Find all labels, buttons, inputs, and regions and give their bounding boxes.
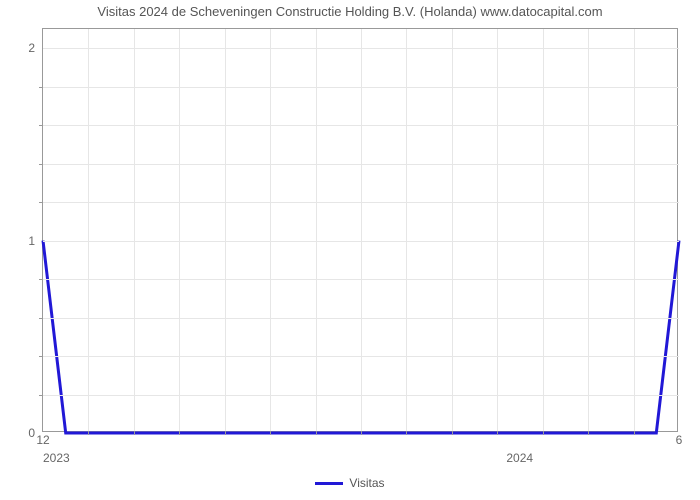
y-minor-tick xyxy=(39,125,43,126)
x-minor-tick xyxy=(406,431,407,435)
y-tick-label: 2 xyxy=(28,41,43,55)
gridline-v xyxy=(134,29,135,433)
legend: Visitas xyxy=(0,476,700,490)
x-minor-tick xyxy=(452,431,453,435)
x-minor-tick xyxy=(361,431,362,435)
y-minor-tick xyxy=(39,87,43,88)
chart-title: Visitas 2024 de Scheveningen Constructie… xyxy=(0,4,700,19)
gridline-v xyxy=(316,29,317,433)
gridline-v xyxy=(270,29,271,433)
x-minor-tick xyxy=(316,431,317,435)
x-minor-tick xyxy=(88,431,89,435)
x-tick-label: 12 xyxy=(36,431,49,447)
y-tick-label: 1 xyxy=(28,234,43,248)
x-tick-label: 6 xyxy=(676,431,683,447)
gridline-v xyxy=(588,29,589,433)
gridline-v xyxy=(543,29,544,433)
gridline-v xyxy=(88,29,89,433)
plot-area: 01212620232024 xyxy=(42,28,678,432)
gridline-v xyxy=(361,29,362,433)
x-minor-tick xyxy=(588,431,589,435)
legend-swatch xyxy=(315,482,343,485)
y-minor-tick xyxy=(39,164,43,165)
chart-container: Visitas 2024 de Scheveningen Constructie… xyxy=(0,0,700,500)
y-minor-tick xyxy=(39,356,43,357)
y-minor-tick xyxy=(39,279,43,280)
gridline-v xyxy=(452,29,453,433)
x-minor-tick xyxy=(225,431,226,435)
x-minor-tick xyxy=(543,431,544,435)
x-minor-tick xyxy=(179,431,180,435)
y-minor-tick xyxy=(39,202,43,203)
x-minor-tick xyxy=(634,431,635,435)
gridline-v xyxy=(634,29,635,433)
gridline-v xyxy=(406,29,407,433)
x-minor-tick xyxy=(134,431,135,435)
x-minor-tick xyxy=(270,431,271,435)
gridline-v xyxy=(225,29,226,433)
legend-label: Visitas xyxy=(349,476,384,490)
x-year-label: 2023 xyxy=(43,451,70,465)
gridline-v xyxy=(179,29,180,433)
gridline-v xyxy=(497,29,498,433)
x-minor-tick xyxy=(497,431,498,435)
x-year-label: 2024 xyxy=(506,451,533,465)
y-minor-tick xyxy=(39,395,43,396)
y-minor-tick xyxy=(39,318,43,319)
